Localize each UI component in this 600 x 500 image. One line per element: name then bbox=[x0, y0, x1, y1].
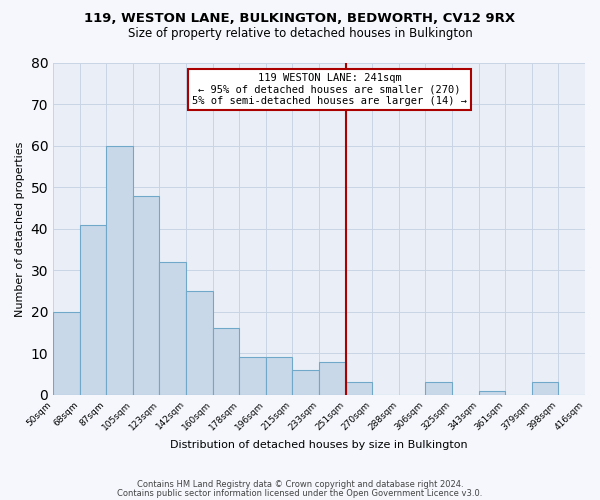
X-axis label: Distribution of detached houses by size in Bulkington: Distribution of detached houses by size … bbox=[170, 440, 468, 450]
Bar bbox=[186, 291, 212, 395]
Bar bbox=[53, 312, 80, 394]
Text: Size of property relative to detached houses in Bulkington: Size of property relative to detached ho… bbox=[128, 28, 472, 40]
Text: 119, WESTON LANE, BULKINGTON, BEDWORTH, CV12 9RX: 119, WESTON LANE, BULKINGTON, BEDWORTH, … bbox=[85, 12, 515, 26]
Bar bbox=[160, 262, 186, 394]
Bar bbox=[80, 224, 106, 394]
Bar bbox=[106, 146, 133, 394]
Bar bbox=[133, 196, 160, 394]
Bar bbox=[425, 382, 452, 394]
Bar bbox=[346, 382, 372, 394]
Text: Contains public sector information licensed under the Open Government Licence v3: Contains public sector information licen… bbox=[118, 488, 482, 498]
Bar bbox=[212, 328, 239, 394]
Bar bbox=[319, 362, 346, 394]
Text: Contains HM Land Registry data © Crown copyright and database right 2024.: Contains HM Land Registry data © Crown c… bbox=[137, 480, 463, 489]
Bar bbox=[479, 390, 505, 394]
Bar bbox=[266, 358, 292, 395]
Bar bbox=[292, 370, 319, 394]
Bar bbox=[532, 382, 559, 394]
Y-axis label: Number of detached properties: Number of detached properties bbox=[15, 141, 25, 316]
Text: 119 WESTON LANE: 241sqm
← 95% of detached houses are smaller (270)
5% of semi-de: 119 WESTON LANE: 241sqm ← 95% of detache… bbox=[192, 73, 467, 106]
Bar bbox=[239, 358, 266, 395]
